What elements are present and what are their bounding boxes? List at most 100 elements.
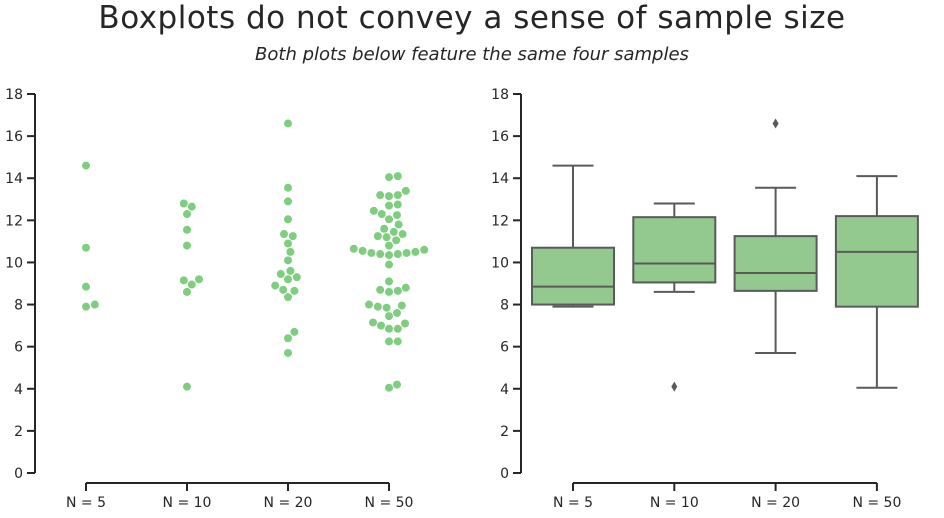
data-point	[385, 287, 393, 296]
y-tick-label: 18	[491, 87, 509, 103]
data-point	[284, 334, 292, 343]
y-tick-label: 18	[5, 87, 23, 103]
outlier-point	[671, 381, 678, 392]
data-point	[385, 241, 393, 250]
data-point	[394, 220, 403, 229]
data-point	[380, 224, 389, 233]
data-point	[393, 308, 401, 317]
y-tick-label: 10	[491, 255, 509, 271]
data-point	[358, 246, 367, 255]
data-point	[385, 337, 393, 346]
y-tick-label: 2	[14, 424, 23, 440]
data-point	[284, 239, 292, 248]
data-point	[284, 293, 292, 302]
data-point	[179, 276, 188, 285]
data-point	[284, 197, 292, 206]
data-point	[393, 324, 402, 333]
data-point	[393, 172, 402, 181]
data-point	[382, 233, 391, 242]
y-tick-label: 6	[14, 340, 23, 356]
data-point	[376, 285, 385, 294]
data-point	[411, 247, 420, 256]
data-point	[276, 270, 285, 279]
data-point	[369, 318, 377, 327]
data-point	[393, 380, 401, 389]
data-point	[82, 161, 90, 170]
y-tick-label: 0	[500, 466, 509, 482]
y-tick-label: 8	[14, 298, 23, 314]
data-point	[385, 312, 393, 321]
data-point	[401, 319, 409, 328]
data-point	[377, 210, 386, 219]
data-point	[195, 275, 203, 284]
data-point	[385, 383, 393, 392]
y-tick-label: 4	[14, 382, 23, 398]
data-point	[382, 303, 391, 312]
data-point	[290, 286, 299, 295]
x-tick-label: N = 5	[66, 495, 106, 511]
data-point	[385, 192, 393, 201]
data-point	[90, 300, 99, 309]
data-point	[284, 119, 292, 128]
box	[834, 215, 919, 308]
chart-title: Boxplots do not convey a sense of sample…	[98, 0, 846, 36]
data-point	[393, 286, 402, 295]
y-tick-label: 12	[5, 213, 23, 229]
data-point	[179, 199, 188, 208]
data-point	[280, 230, 288, 239]
data-point	[271, 281, 280, 290]
data-point	[369, 206, 378, 215]
y-tick-label: 14	[5, 171, 23, 187]
data-point	[288, 232, 297, 241]
data-point	[373, 302, 382, 311]
data-point	[286, 247, 295, 256]
box	[632, 216, 717, 284]
data-point	[385, 277, 393, 286]
data-point	[365, 300, 373, 309]
data-point	[349, 244, 358, 253]
data-point	[292, 273, 301, 282]
x-tick-label: N = 50	[852, 495, 901, 511]
y-tick-label: 2	[500, 424, 509, 440]
data-point	[420, 245, 429, 254]
chart-subtitle: Both plots below feature the same four s…	[255, 44, 689, 65]
y-tick-label: 12	[491, 213, 509, 229]
x-tick-label: N = 20	[264, 495, 313, 511]
data-point	[401, 186, 410, 195]
data-point	[82, 302, 90, 311]
data-point	[385, 201, 393, 210]
data-point	[376, 250, 385, 259]
data-point	[82, 243, 90, 252]
data-point	[401, 283, 410, 292]
data-point	[393, 200, 402, 209]
data-point	[392, 236, 401, 245]
data-point	[284, 215, 292, 224]
data-point	[187, 280, 196, 289]
data-point	[373, 232, 382, 241]
y-tick-label: 0	[14, 466, 23, 482]
data-point	[183, 382, 191, 391]
data-point	[183, 225, 191, 234]
data-point	[385, 215, 393, 224]
outlier-point	[772, 118, 779, 129]
data-point	[385, 324, 393, 333]
data-point	[397, 301, 406, 310]
y-tick-label: 6	[500, 340, 509, 356]
data-point	[183, 241, 191, 250]
box	[531, 246, 615, 306]
data-point	[393, 211, 401, 220]
data-point	[183, 210, 191, 219]
y-tick-label: 16	[5, 129, 23, 145]
data-point	[393, 250, 402, 259]
data-point	[389, 227, 398, 236]
data-point	[284, 183, 292, 192]
data-point	[284, 275, 292, 284]
data-point	[376, 191, 385, 200]
data-point	[385, 173, 393, 182]
box	[733, 235, 818, 292]
data-point	[385, 251, 393, 260]
x-tick-label: N = 20	[751, 495, 800, 511]
x-tick-label: N = 50	[365, 495, 414, 511]
data-point	[187, 202, 196, 211]
